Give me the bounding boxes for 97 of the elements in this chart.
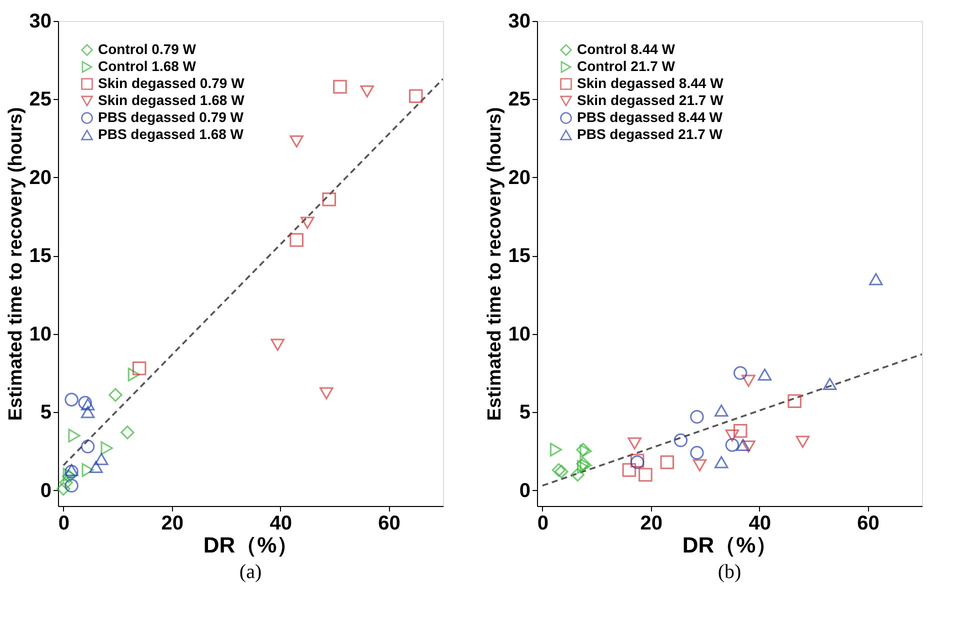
y-tick-label: 0 [519, 480, 530, 502]
legend-label: Skin degassed 0.79 W [98, 75, 246, 91]
point [320, 387, 334, 400]
point [290, 233, 304, 247]
point [725, 430, 740, 442]
point [660, 455, 674, 470]
point [576, 456, 590, 471]
point [736, 438, 750, 452]
point [80, 398, 95, 410]
x-tick-label: 40 [270, 512, 292, 534]
point [552, 463, 566, 477]
point [89, 460, 103, 473]
x-tick-label: 60 [378, 512, 400, 534]
y-tick-label: 30 [29, 10, 52, 32]
point [788, 394, 802, 408]
y-tick-label: 10 [29, 323, 52, 346]
point [550, 442, 562, 457]
legend-label: Control 21.7 W [577, 58, 676, 74]
point [80, 406, 95, 418]
point [322, 192, 336, 206]
x-axis-title: DR（%） [682, 532, 778, 558]
y-tick-label: 20 [508, 166, 530, 189]
point [360, 85, 374, 98]
x-tick-label: 20 [161, 512, 184, 534]
point [580, 444, 592, 458]
y-tick-label: 30 [508, 10, 530, 32]
legend-label: PBS degassed 0.79 W [98, 109, 244, 125]
point [120, 426, 134, 440]
point [690, 410, 704, 424]
x-tick-label: 0 [537, 512, 548, 534]
y-tick-label: 15 [508, 245, 530, 268]
point [68, 428, 80, 442]
x-tick-label: 60 [857, 512, 880, 534]
legend-label: PBS degassed 8.44 W [577, 109, 724, 125]
legend-label: Control 1.68 W [98, 58, 197, 74]
point [822, 378, 837, 390]
point [94, 453, 108, 466]
point [869, 273, 883, 286]
y-tick-label: 25 [508, 88, 530, 111]
point [742, 374, 756, 387]
point [570, 468, 585, 482]
x-axis-title: DR（%） [203, 532, 299, 558]
point [674, 433, 688, 448]
point [733, 366, 748, 380]
point [576, 442, 590, 457]
point [100, 441, 113, 455]
point [577, 460, 590, 474]
point [108, 388, 122, 402]
y-tick-label: 5 [519, 402, 530, 424]
legend-label: Control 8.44 W [577, 41, 676, 57]
y-axis-title: Estimated time to recovery (hours) [5, 107, 26, 421]
legend-label: Skin degassed 1.68 W [98, 92, 246, 108]
point [59, 476, 74, 490]
point [714, 456, 728, 468]
x-tick-label: 20 [640, 512, 662, 534]
point [742, 440, 756, 453]
text: (a) [239, 561, 262, 583]
point [64, 478, 78, 493]
point [78, 396, 92, 410]
point [270, 338, 284, 351]
y-tick-label: 10 [508, 323, 530, 346]
point [132, 361, 146, 376]
legend-label: Skin degassed 21.7 W [577, 92, 724, 108]
y-tick-label: 20 [29, 166, 52, 189]
point [758, 368, 772, 381]
legend-label: Skin degassed 8.44 W [577, 75, 724, 91]
point [628, 437, 642, 450]
y-tick-label: 0 [40, 480, 52, 502]
point [82, 463, 94, 477]
y-tick-label: 5 [40, 402, 52, 424]
point [580, 458, 592, 472]
legend-label: Control 0.79 W [98, 41, 197, 57]
point [333, 80, 347, 94]
point [622, 463, 636, 477]
point [690, 446, 704, 460]
point [290, 135, 304, 148]
legend-label: PBS degassed 1.68 W [98, 126, 244, 142]
point [56, 482, 70, 496]
y-tick-label: 15 [29, 245, 52, 268]
point [692, 459, 707, 472]
point [733, 424, 748, 438]
point [128, 368, 140, 382]
point [64, 392, 78, 406]
text: (b) [718, 561, 742, 583]
x-tick-label: 40 [748, 512, 771, 534]
point [554, 464, 568, 478]
point [796, 436, 810, 448]
point [638, 468, 652, 482]
legend-label: PBS degassed 21.7 W [577, 126, 724, 142]
y-tick-label: 25 [29, 88, 52, 111]
point [300, 216, 314, 229]
y-axis-title: Estimated time to recovery (hours) [484, 107, 506, 421]
point [409, 89, 423, 103]
point [714, 404, 728, 417]
point [80, 440, 95, 454]
x-tick-label: 0 [58, 512, 70, 534]
point [725, 438, 740, 452]
